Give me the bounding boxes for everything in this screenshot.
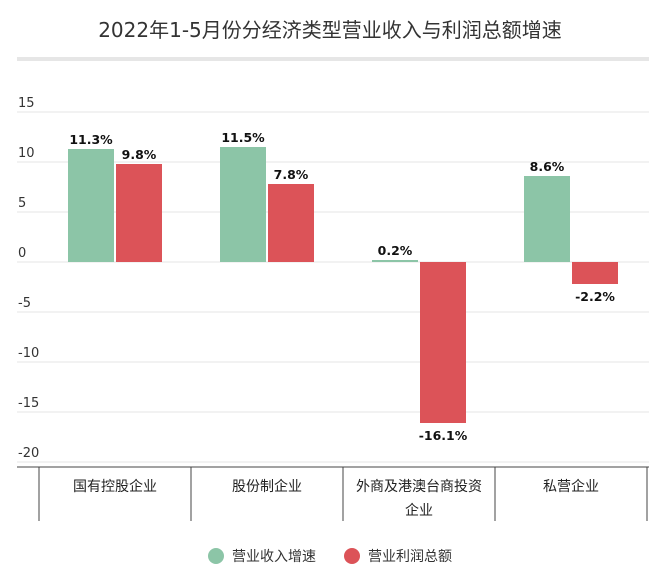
data-label: 0.2% [378,243,413,258]
category-label: 企业 [405,502,433,519]
category-label: 私营企业 [543,478,599,495]
legend-label-profit: 营业利润总额 [368,549,452,565]
data-label: 11.5% [221,130,265,145]
legend-label-revenue: 营业收入增速 [232,549,316,565]
legend-item-revenue[interactable]: 营业收入增速 [208,546,316,566]
category-label: 外商及港澳台商投资 [356,479,482,495]
category-label: 国有控股企业 [73,478,157,495]
bar-profit [116,164,162,262]
title-divider [17,57,649,61]
legend-swatch-revenue [208,548,224,564]
category-label: 股份制企业 [232,478,302,495]
data-label: -2.2% [575,289,615,304]
y-tick-label: 0 [18,246,26,261]
y-tick-label: -10 [18,346,39,361]
bar-revenue [68,149,114,262]
y-tick-label: -15 [18,396,39,411]
legend-item-profit[interactable]: 营业利润总额 [344,546,452,566]
y-tick-label: 5 [18,196,26,211]
data-label: 8.6% [530,159,565,174]
bar-profit [572,262,618,284]
bar-revenue [372,260,418,262]
bar-profit [268,184,314,262]
y-tick-label: 10 [18,146,35,161]
bar-profit [420,262,466,423]
legend: 营业收入增速 营业利润总额 [0,546,660,566]
data-label: 7.8% [274,167,309,182]
chart-title: 2022年1-5月份分经济类型营业收入与利润总额增速 [98,18,562,42]
data-label: -16.1% [419,428,468,443]
data-label: 9.8% [122,147,157,162]
y-tick-label: -20 [18,446,39,461]
bar-revenue [524,176,570,262]
legend-swatch-profit [344,548,360,564]
data-label: 11.3% [69,132,113,147]
y-tick-label: -5 [18,296,31,311]
bar-chart: 15 10 5 0 -5 -10 -15 -20 11.3% 9.8% 国有控股企业 11.5% 7.8… [17,96,649,521]
y-tick-label: 15 [18,96,35,111]
bar-revenue [220,147,266,262]
